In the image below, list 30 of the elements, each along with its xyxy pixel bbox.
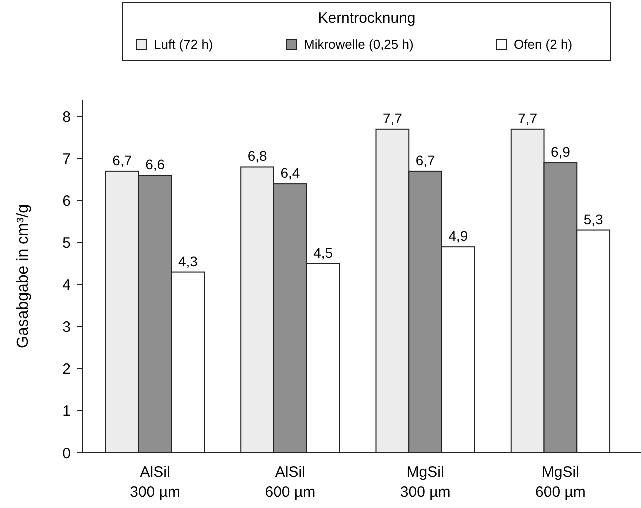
y-tick-label: 7 (62, 151, 71, 168)
data-label: 6,4 (280, 165, 300, 182)
data-label: 6,9 (550, 144, 571, 160)
data-label: 4,3 (178, 253, 198, 270)
legend-label: Ofen (2 h) (514, 37, 573, 52)
x-tick-label: MgSil 300 µm (400, 464, 451, 501)
x-tick-label: MgSil 600 µm (536, 464, 586, 501)
legend-title: Kerntrocknung (318, 10, 416, 27)
y-axis-title: Gasabgabe in cm³/g (15, 204, 32, 349)
y-tick-label: 0 (62, 445, 71, 462)
legend-label: Mikrowelle (0,25 h) (304, 37, 414, 52)
x-tick-label: AlSil 600 µm (265, 464, 316, 501)
legend-label: Luft (72 h) (154, 37, 214, 52)
data-label: 7,7 (382, 110, 403, 126)
y-tick-label: 6 (62, 193, 71, 210)
data-label: 4,9 (448, 228, 468, 244)
y-tick-label: 4 (62, 277, 71, 294)
data-label: 6,7 (112, 152, 132, 168)
y-tick-label: 1 (62, 403, 71, 420)
data-label: 6,7 (416, 152, 436, 168)
data-label: 6,6 (146, 156, 166, 173)
y-tick-label: 3 (62, 319, 71, 336)
y-tick-label: 2 (62, 361, 71, 378)
data-label: 4,5 (314, 244, 334, 261)
data-label: 6,8 (248, 148, 268, 164)
y-tick-label: 5 (62, 235, 71, 252)
data-label: 5,3 (584, 211, 604, 228)
y-tick-label: 8 (62, 109, 71, 126)
data-label: 7,7 (518, 110, 538, 126)
x-tick-label: AlSil 300 µm (130, 464, 180, 501)
